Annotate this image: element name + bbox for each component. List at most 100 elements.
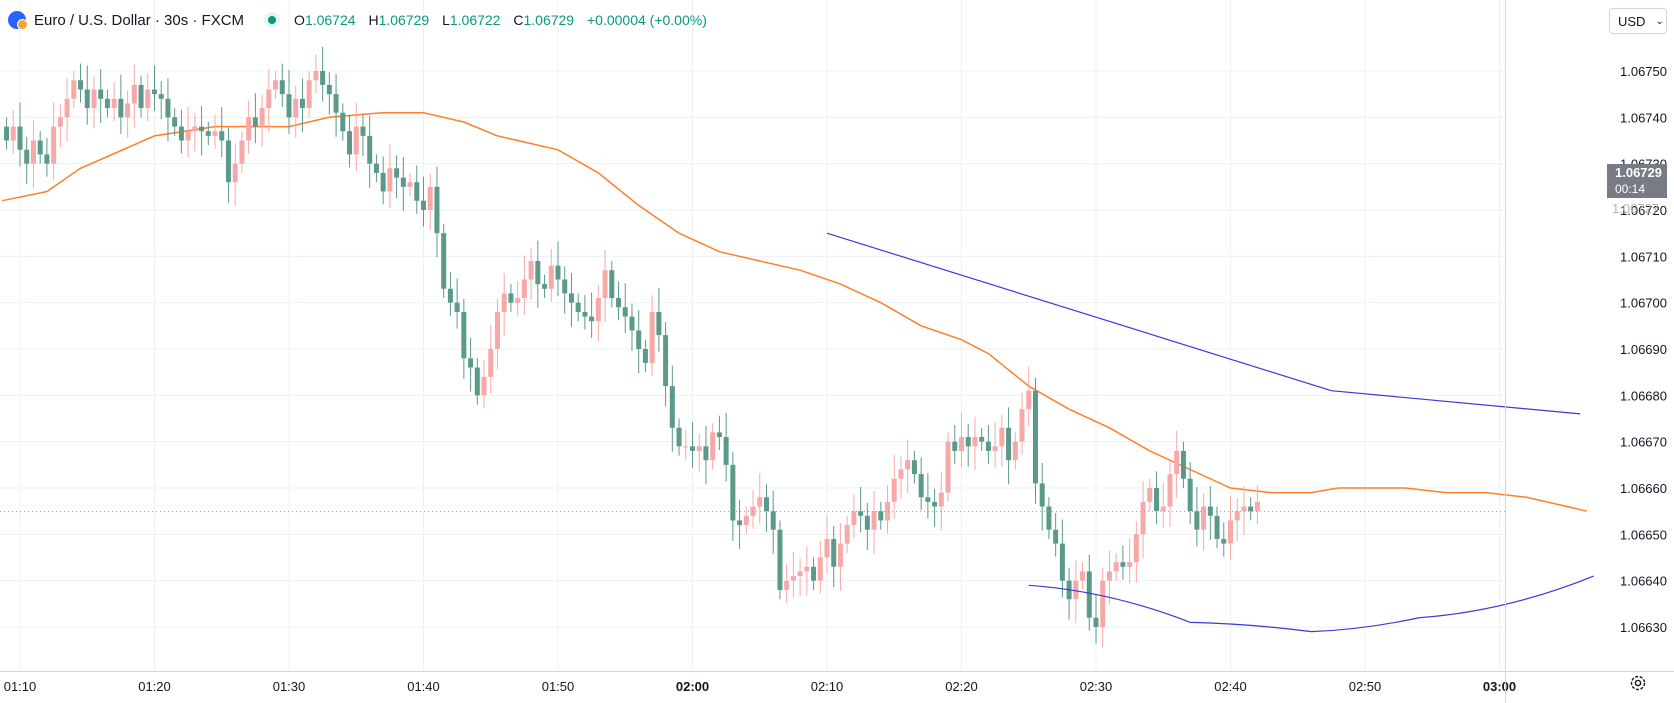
candle-body <box>367 135 373 164</box>
y-tick-label: 1.06740 <box>1620 110 1667 125</box>
candle-body <box>454 302 460 312</box>
candle-body <box>145 89 151 109</box>
candle-body <box>400 177 406 187</box>
y-tick-label: 1.06700 <box>1620 296 1667 311</box>
lower-curve[interactable] <box>1028 575 1594 633</box>
symbol-title[interactable]: Euro / U.S. Dollar · 30s · FXCM <box>34 11 245 29</box>
candle-body <box>649 311 655 363</box>
candle-body <box>125 103 131 118</box>
candle-body <box>320 71 326 85</box>
candle-body <box>172 117 178 127</box>
candle-body <box>676 427 682 447</box>
candle-body <box>414 182 420 201</box>
candle-body <box>333 94 339 113</box>
candle-body <box>273 80 279 90</box>
candle-body <box>844 525 850 544</box>
y-tick-label: 1.06630 <box>1620 620 1667 635</box>
ohlc-values: O1.06724 H1.06729 L1.06722 C1.06729 +0.0… <box>294 12 716 28</box>
candle-body <box>952 441 958 451</box>
candle-body <box>104 98 110 109</box>
candle-body <box>831 538 837 567</box>
candle-body <box>286 94 292 118</box>
candle-body <box>878 511 884 521</box>
candle-body <box>562 279 568 294</box>
candle-body <box>17 126 23 150</box>
candle-body <box>427 186 433 210</box>
candle-body <box>784 580 790 590</box>
y-tick-label: 1.06660 <box>1620 481 1667 496</box>
candle-body <box>595 298 601 322</box>
candle-body <box>10 126 16 141</box>
candle-body <box>1147 488 1153 502</box>
candle-body <box>468 358 474 368</box>
candle-body <box>797 571 803 577</box>
candle-body <box>185 131 191 141</box>
candle-body <box>918 474 924 498</box>
candle-body <box>1086 571 1092 618</box>
candle-body <box>299 98 305 109</box>
currency-select[interactable]: USD ⌄ <box>1609 8 1667 34</box>
candle-body <box>1019 409 1025 442</box>
drawings[interactable] <box>826 232 1594 633</box>
candle-body <box>434 186 440 234</box>
candle-body <box>360 126 366 136</box>
upper-trendline[interactable] <box>826 232 1581 415</box>
candle-body <box>568 293 574 303</box>
currency-pair-icon[interactable] <box>8 11 28 30</box>
candle-body <box>932 501 938 507</box>
y-tick-label: 1.06640 <box>1620 574 1667 589</box>
candle-body <box>602 270 608 299</box>
candle-body <box>972 437 978 447</box>
candle-body <box>985 441 991 451</box>
y-tick-label: 1.06750 <box>1620 64 1667 79</box>
candle-body <box>1194 511 1200 530</box>
y-tick-label: 1.06710 <box>1620 249 1667 264</box>
candle-body <box>158 94 164 99</box>
candle-body <box>380 172 386 192</box>
candle-body <box>864 515 870 530</box>
candle-body <box>1187 478 1193 512</box>
market-open-dot-icon[interactable] <box>264 12 281 28</box>
chevron-down-icon: ⌄ <box>1655 15 1664 27</box>
candle-body <box>178 126 184 141</box>
candle-body <box>730 464 736 521</box>
candle-body <box>1167 474 1173 507</box>
candle-body <box>837 543 843 567</box>
candle-body <box>703 446 709 461</box>
candle-body <box>1241 506 1247 512</box>
candle-body <box>461 311 467 359</box>
candle-body <box>266 89 272 109</box>
candle-body <box>488 349 494 377</box>
gear-icon[interactable] <box>1628 673 1648 693</box>
candle-body <box>131 84 137 104</box>
candle-body <box>1154 488 1160 512</box>
last-price: 1.06729 <box>1615 165 1662 180</box>
x-tick-label: 01:20 <box>138 679 171 694</box>
candle-body <box>515 298 521 303</box>
x-tick-label: 03:00 <box>1483 679 1516 694</box>
candle-body <box>911 460 917 475</box>
candle-body <box>313 71 319 81</box>
candle-body <box>1234 511 1240 521</box>
candle-body <box>992 446 998 451</box>
candle-body <box>165 98 171 118</box>
candle-body <box>555 265 561 280</box>
candle-body <box>232 163 238 183</box>
y-tick-label: 1.06650 <box>1620 527 1667 542</box>
candle-body <box>656 311 662 336</box>
candle-body <box>804 566 810 572</box>
y-tick-label: 1.06670 <box>1620 435 1667 450</box>
candle-body <box>1248 506 1254 512</box>
high-value: 1.06729 <box>378 12 430 28</box>
candle-body <box>205 131 211 136</box>
hidden-tick-label: 1.06727 <box>1612 201 1659 216</box>
candle-body <box>690 446 695 451</box>
candle-body <box>501 293 507 312</box>
candle-body <box>1120 562 1126 567</box>
candle-body <box>1006 427 1012 461</box>
candle-body <box>98 89 104 99</box>
candle-body <box>528 260 534 280</box>
candle-body <box>642 349 648 363</box>
candle-body <box>57 117 63 127</box>
